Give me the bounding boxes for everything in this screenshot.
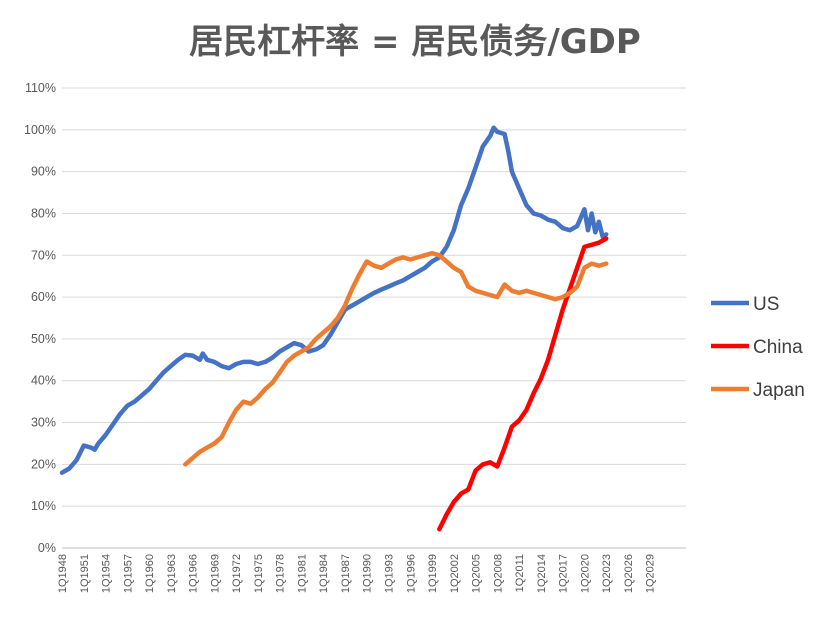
- y-tick-label: 30%: [31, 416, 56, 430]
- legend-label-japan: Japan: [753, 380, 805, 401]
- x-tick-label: 1Q2002: [449, 554, 461, 593]
- legend-label-us: US: [753, 294, 779, 315]
- x-tick-label: 1Q1999: [427, 554, 439, 593]
- x-tick-label: 1Q1972: [231, 554, 243, 593]
- x-tick-label: 1Q2014: [536, 554, 548, 593]
- y-tick-label: 70%: [31, 248, 56, 262]
- x-tick-label: 1Q1966: [188, 554, 200, 593]
- x-tick-label: 1Q1990: [362, 554, 374, 593]
- x-tick-label: 1Q1987: [340, 554, 352, 593]
- x-tick-label: 1Q2029: [645, 554, 657, 593]
- series-line-china: [437, 236, 609, 532]
- x-tick-label: 1Q2008: [492, 554, 504, 593]
- y-tick-label: 40%: [31, 374, 56, 388]
- series-line-us: [59, 125, 609, 475]
- x-tick-label: 1Q1963: [166, 554, 178, 593]
- x-tick-label: 1Q2017: [558, 554, 570, 593]
- x-tick-label: 1Q2005: [471, 554, 483, 593]
- y-tick-label: 0%: [38, 541, 56, 555]
- chart-title: 居民杠杆率 = 居民债务/GDP: [189, 22, 641, 62]
- x-tick-label: 1Q2026: [623, 554, 635, 593]
- x-tick-label: 1Q1978: [275, 554, 287, 593]
- y-tick-label: 50%: [31, 332, 56, 346]
- x-tick-label: 1Q1957: [122, 554, 134, 593]
- x-tick-label: 1Q1975: [253, 554, 265, 593]
- x-tick-label: 1Q1948: [57, 554, 69, 593]
- series-line-japan: [183, 250, 609, 467]
- y-tick-label: 110%: [25, 81, 56, 95]
- y-axis-ticks: 0% 10% 20% 30% 40% 50% 60% 70% 80% 90% 100% 110%: [24, 81, 56, 555]
- y-tick-label: 100%: [24, 123, 56, 137]
- y-tick-label: 60%: [31, 290, 56, 304]
- series-lines: [59, 125, 609, 532]
- gridlines: [62, 87, 686, 549]
- x-axis-ticks: 1Q1948 1Q1951 1Q1954 1Q1957 1Q1960 1Q1963 1Q19…: [57, 554, 657, 593]
- x-tick-label: 1Q2011: [514, 554, 526, 592]
- legend-label-china: China: [753, 337, 803, 358]
- x-tick-label: 1Q1954: [101, 554, 113, 593]
- x-tick-label: 1Q1969: [209, 554, 221, 593]
- x-tick-label: 1Q1984: [318, 554, 330, 593]
- y-tick-label: 80%: [31, 206, 56, 220]
- x-tick-label: 1Q1951: [79, 554, 91, 593]
- x-tick-label: 1Q1993: [384, 554, 396, 593]
- x-tick-label: 1Q2023: [601, 554, 613, 593]
- x-tick-label: 1Q2020: [579, 554, 591, 593]
- x-tick-label: 1Q1960: [144, 554, 156, 593]
- x-tick-label: 1Q1981: [296, 554, 308, 593]
- y-tick-label: 10%: [31, 499, 56, 513]
- legend: US China Japan: [711, 294, 805, 401]
- y-tick-label: 90%: [31, 165, 56, 179]
- y-tick-label: 20%: [31, 457, 56, 471]
- x-tick-label: 1Q1996: [405, 554, 417, 593]
